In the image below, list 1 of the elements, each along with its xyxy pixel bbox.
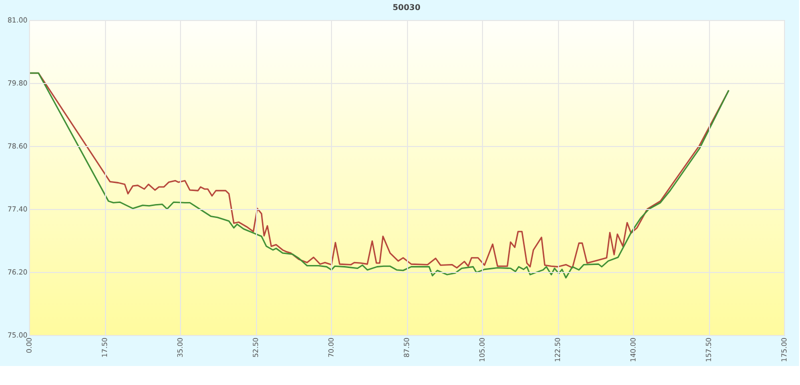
- chart-title: 50030: [392, 3, 421, 12]
